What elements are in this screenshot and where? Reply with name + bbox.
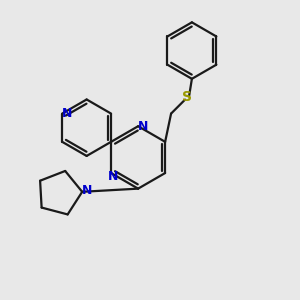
Text: N: N	[82, 184, 93, 197]
Text: N: N	[107, 170, 118, 183]
Text: S: S	[182, 90, 192, 104]
Text: N: N	[62, 107, 72, 120]
Text: N: N	[138, 120, 148, 133]
